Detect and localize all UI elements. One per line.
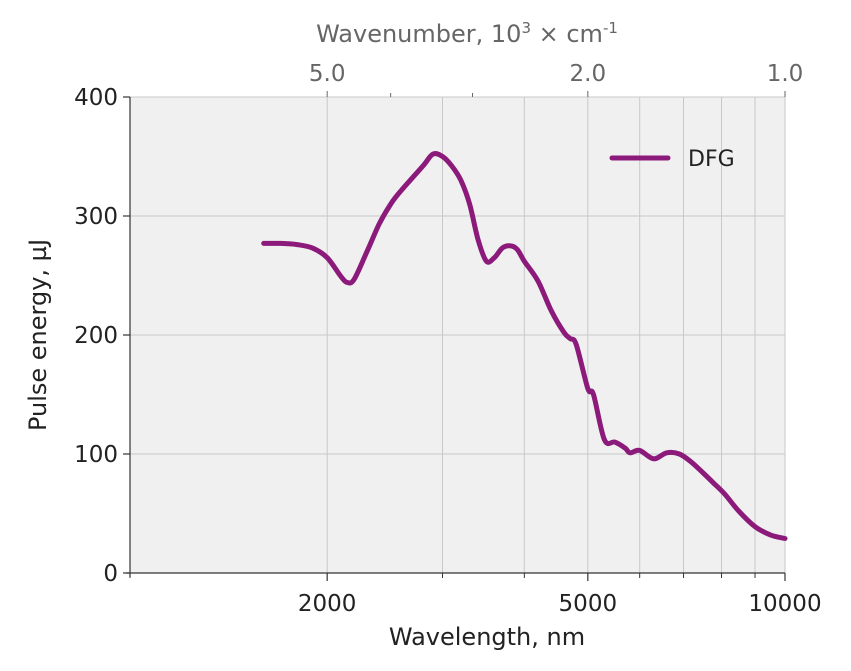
y-tick-label-300: 300 <box>74 204 118 230</box>
y-axis-title: Pulse energy, µJ <box>24 239 52 431</box>
legend-label-dfg: DFG <box>688 147 735 172</box>
x-tick-label-2000: 2000 <box>298 591 357 617</box>
top-tick-label-5.0: 5.0 <box>309 61 346 87</box>
x-axis-title: Wavelength, nm <box>389 623 585 651</box>
tick-layer: 0 100 200 300 400 2000 5000 10000 5.0 2.0 1.0 <box>74 61 821 617</box>
legend: DFG <box>609 147 735 172</box>
x-tick-label-10000: 10000 <box>748 591 821 617</box>
x-tick-label-5000: 5000 <box>559 591 618 617</box>
y-tick-label-100: 100 <box>74 442 118 468</box>
top-axis-title: Wavenumber, 103 × cm-1 <box>316 19 618 48</box>
top-tick-label-1.0: 1.0 <box>767 61 804 87</box>
series-line-dfg <box>261 151 788 541</box>
series-layer <box>261 151 788 541</box>
y-tick-label-400: 400 <box>74 85 118 111</box>
top-tick-label-2.0: 2.0 <box>570 61 607 87</box>
y-tick-label-200: 200 <box>74 323 118 349</box>
axes <box>126 97 785 577</box>
y-tick-label-0: 0 <box>103 561 118 587</box>
